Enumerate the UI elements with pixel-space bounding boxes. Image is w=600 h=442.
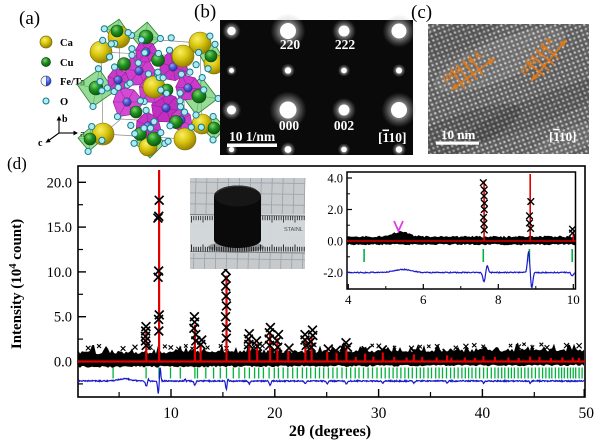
- svg-text:220: 220: [280, 37, 301, 52]
- svg-text:b: b: [62, 114, 68, 125]
- svg-text:Intensity (104 count): Intensity (104 count): [8, 219, 26, 349]
- svg-text:c: c: [38, 138, 43, 149]
- svg-text:10.0: 10.0: [47, 265, 72, 281]
- svg-text:6: 6: [420, 292, 427, 307]
- svg-text:20.0: 20.0: [47, 175, 72, 191]
- svg-text:4.0: 4.0: [327, 172, 343, 186]
- svg-text:10 1/nm: 10 1/nm: [229, 129, 276, 144]
- svg-text:10 nm: 10 nm: [441, 127, 475, 142]
- svg-text:STAINL: STAINL: [284, 227, 303, 233]
- svg-text:10: 10: [567, 292, 580, 307]
- svg-text:50: 50: [578, 405, 594, 422]
- svg-text:2θ (degrees): 2θ (degrees): [289, 423, 371, 440]
- svg-text:222: 222: [335, 37, 356, 52]
- svg-text:Ca: Ca: [60, 38, 74, 49]
- svg-text:-2.0: -2.0: [323, 266, 343, 280]
- svg-text:(b): (b): [194, 2, 216, 23]
- svg-text:5.0: 5.0: [54, 310, 72, 326]
- svg-text:0.0: 0.0: [327, 235, 343, 249]
- svg-text:(c): (c): [411, 2, 432, 23]
- svg-text:4: 4: [345, 292, 352, 307]
- svg-text:002: 002: [334, 118, 355, 133]
- svg-text:Cu: Cu: [60, 58, 74, 69]
- svg-text:10: 10: [163, 405, 179, 422]
- svg-text:2.0: 2.0: [327, 203, 343, 217]
- svg-text:(d): (d): [7, 154, 27, 173]
- svg-text:000: 000: [279, 118, 300, 133]
- svg-text:Fe/Ta: Fe/Ta: [60, 77, 86, 88]
- svg-text:15.0: 15.0: [47, 220, 72, 236]
- svg-text:(a): (a): [19, 8, 40, 29]
- svg-text:[110]: [110]: [549, 129, 576, 144]
- svg-text:O: O: [60, 97, 68, 108]
- svg-text:0.0: 0.0: [54, 355, 72, 371]
- svg-text:20: 20: [267, 405, 283, 422]
- svg-text:8: 8: [495, 292, 502, 307]
- svg-text:[110]: [110]: [378, 130, 407, 145]
- svg-text:40: 40: [475, 405, 491, 422]
- svg-text:30: 30: [371, 405, 387, 422]
